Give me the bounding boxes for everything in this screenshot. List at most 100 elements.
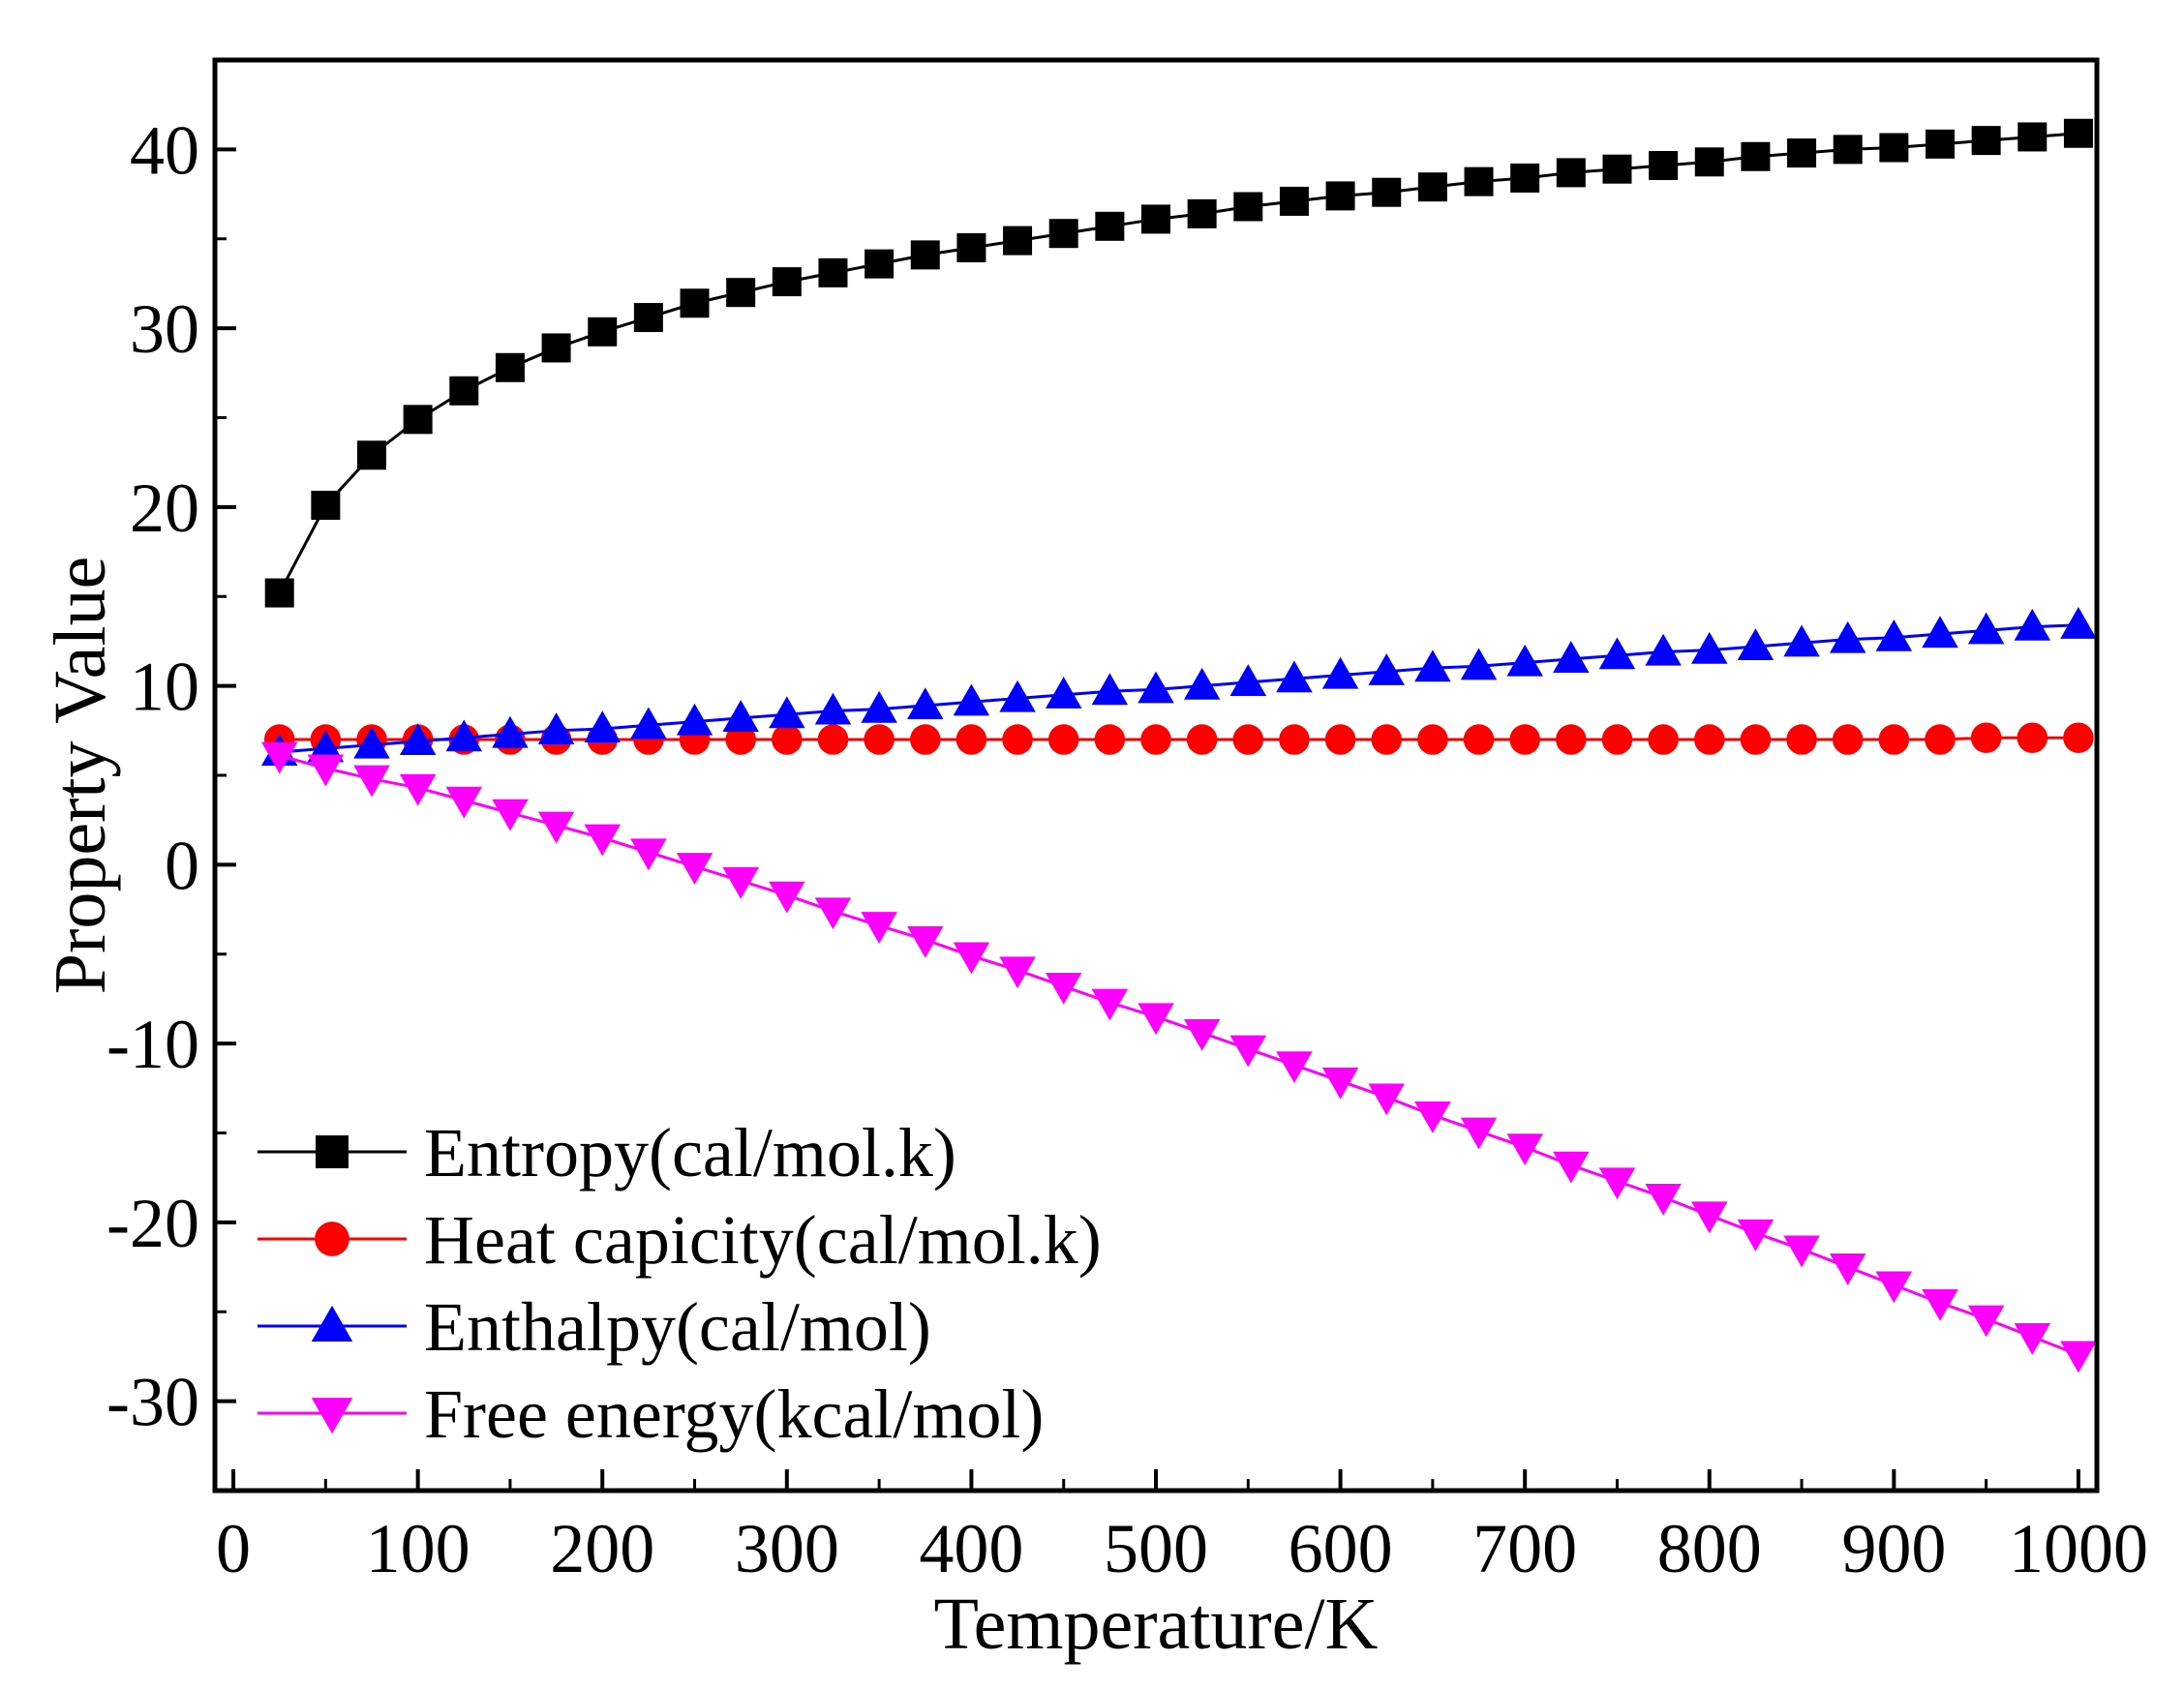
data-point-triangle-up <box>1645 633 1682 666</box>
data-point-square <box>772 267 802 297</box>
data-point-triangle-down <box>353 765 390 798</box>
series-line <box>279 623 2078 754</box>
data-point-circle <box>1186 724 1218 755</box>
series-line <box>279 736 2078 741</box>
data-point-square <box>1187 198 1217 228</box>
x-tick-label: 100 <box>366 1510 470 1587</box>
data-point-circle <box>2063 722 2094 753</box>
x-axis-title: Temperature/K <box>934 1584 1379 1665</box>
data-point-circle <box>1740 724 1772 755</box>
x-tick-label: 400 <box>919 1510 1023 1587</box>
data-point-triangle-up <box>537 712 575 744</box>
series-line <box>279 754 2079 1356</box>
data-point-square <box>1510 163 1540 193</box>
series-triangle-up <box>260 607 2097 767</box>
data-point-square <box>1325 181 1355 211</box>
series-line <box>278 132 2079 594</box>
data-point-triangle-up <box>1414 649 1451 682</box>
data-point-triangle-up <box>769 696 805 729</box>
legend-label: Entropy(cal/mol.k) <box>424 1114 956 1192</box>
x-tick-label: 700 <box>1472 1510 1577 1587</box>
data-point-square <box>1003 226 1033 256</box>
data-point-circle <box>1002 724 1033 755</box>
data-point-square <box>311 491 341 521</box>
y-tick-label: -20 <box>106 1185 199 1262</box>
data-point-circle <box>772 724 803 755</box>
series-triangle-down <box>260 741 2097 1373</box>
data-point-circle <box>1094 724 1126 755</box>
data-point-square <box>1464 166 1494 196</box>
data-point-triangle-down <box>861 912 897 944</box>
x-tick-label: 200 <box>550 1510 654 1587</box>
data-point-triangle-up <box>1045 677 1082 709</box>
y-tick-label: -30 <box>106 1364 199 1441</box>
data-point-square <box>1556 158 1586 188</box>
data-point-circle <box>1556 724 1587 755</box>
data-point-circle <box>910 724 941 755</box>
data-point-triangle-up <box>861 690 897 723</box>
data-point-circle <box>1279 724 1310 755</box>
data-point-circle <box>1232 724 1264 755</box>
data-point-square <box>1279 186 1309 216</box>
data-point-triangle-down <box>537 811 575 844</box>
data-point-square <box>1741 141 1771 171</box>
data-point-triangle-down <box>260 741 298 774</box>
data-point-triangle-down <box>1829 1253 1866 1285</box>
data-point-square <box>910 240 940 270</box>
ticks-layer: 0 100 200 300 400 500 600 700 800 900 1000-30-20-1… <box>106 58 2148 1587</box>
data-point-triangle-down <box>1967 1305 2005 1338</box>
y-tick-label: -10 <box>106 1006 199 1083</box>
data-point-circle <box>1694 724 1725 755</box>
data-point-square <box>264 578 294 608</box>
data-point-triangle-down <box>1091 988 1129 1021</box>
x-tick-label: 500 <box>1104 1510 1208 1587</box>
data-point-square <box>818 257 848 287</box>
data-point-triangle-up <box>1922 616 1958 649</box>
data-point-triangle-down <box>1691 1201 1728 1234</box>
data-point-triangle-down <box>1922 1288 1958 1321</box>
y-tick-label: 0 <box>165 827 199 904</box>
data-point-triangle-down <box>953 942 990 975</box>
legend-label: Free energy(kcal/mol) <box>424 1375 1044 1453</box>
data-point-triangle-down <box>1321 1067 1359 1100</box>
data-point-triangle-down <box>445 786 483 819</box>
data-point-triangle-down <box>307 754 345 787</box>
data-point-triangle-up <box>1183 667 1221 700</box>
data-point-square <box>680 288 710 318</box>
data-point-circle <box>817 724 849 755</box>
x-tick-label: 300 <box>735 1510 839 1587</box>
data-point-triangle-down <box>1276 1051 1313 1084</box>
data-point-triangle-down <box>399 773 437 806</box>
x-tick-label: 900 <box>1841 1510 1946 1587</box>
data-point-circle <box>1371 724 1402 755</box>
data-point-square <box>1926 129 1955 159</box>
data-point-square <box>1971 126 2001 156</box>
data-point-square <box>495 352 525 382</box>
data-point-triangle-up <box>1967 612 2005 645</box>
data-point-triangle-down <box>584 824 621 857</box>
data-point-triangle-down <box>492 799 529 831</box>
data-point-triangle-up <box>1691 631 1728 664</box>
x-tick-label: 800 <box>1657 1510 1762 1587</box>
data-point-triangle-up <box>1229 664 1267 696</box>
data-point-circle <box>1648 724 1679 755</box>
data-point-square <box>357 440 386 470</box>
data-point-triangle-up <box>2014 608 2051 641</box>
data-point-square <box>1095 211 1125 241</box>
data-point-triangle-up <box>353 726 390 759</box>
x-tick-label: 600 <box>1289 1510 1393 1587</box>
legend-label: Heat capicity(cal/mol.k) <box>424 1201 1102 1279</box>
data-point-triangle-down <box>1875 1271 1913 1304</box>
data-point-square <box>2063 118 2093 148</box>
data-point-circle <box>725 724 756 755</box>
data-point-circle <box>1970 722 2002 753</box>
data-point-circle <box>2017 722 2048 753</box>
data-point-circle <box>1047 724 1079 755</box>
data-point-triangle-up <box>1829 620 1866 653</box>
data-point-circle <box>1601 724 1633 755</box>
data-point-square <box>956 232 986 262</box>
series-square <box>264 118 2093 608</box>
data-point-square <box>633 303 663 333</box>
data-point-square <box>1649 151 1679 181</box>
